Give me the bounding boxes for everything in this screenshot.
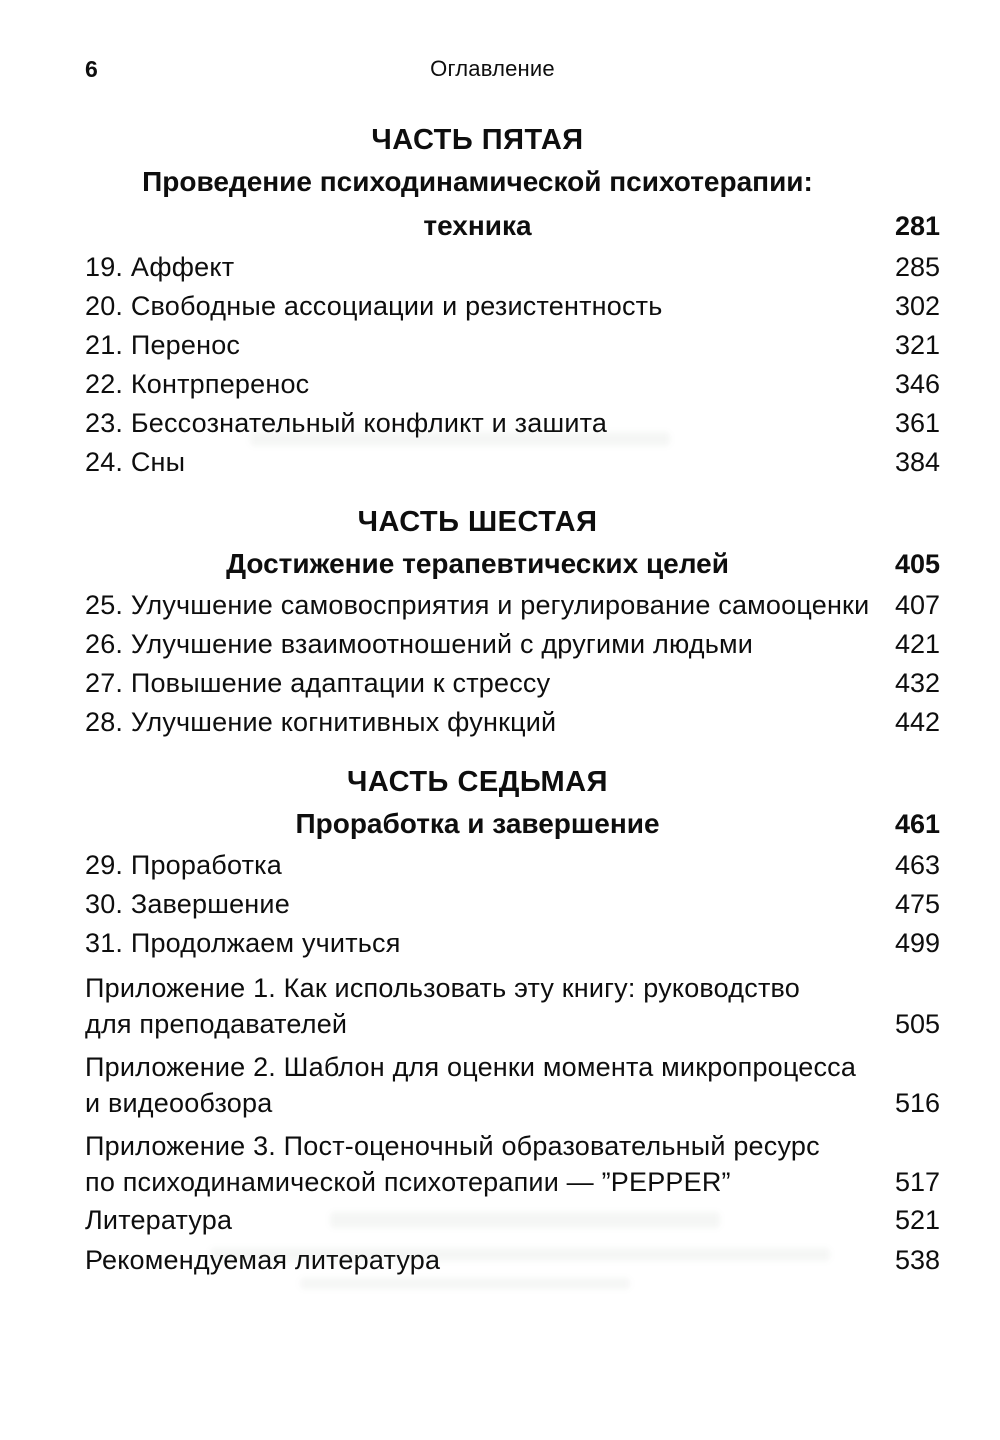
- running-head-title: Оглавление: [430, 56, 555, 81]
- toc-entry: 28. Улучшение когнитивных функций 442: [85, 703, 940, 742]
- toc-entry: 26. Улучшение взаимоотношений с другими …: [85, 625, 940, 664]
- entry-title: 23. Бессознательный конфликт и зашита: [85, 408, 608, 438]
- entry-title: 19. Аффект: [85, 252, 235, 282]
- toc-section-part-five: ЧАСТЬ ПЯТАЯ Проведение психодинамической…: [85, 120, 940, 482]
- part-subtitle: Достижение терапевтических целей: [226, 548, 729, 579]
- page-ref: 521: [894, 1205, 940, 1235]
- toc-entry: 19. Аффект 285: [85, 248, 940, 287]
- toc-section-part-six: ЧАСТЬ ШЕСТАЯ Достижение терапевтических …: [85, 502, 940, 742]
- toc-entry: 24. Сны 384: [85, 443, 940, 482]
- entry-title: 21. Перенос: [85, 330, 241, 360]
- entry-title: Приложение 1. Как использовать эту книгу…: [85, 973, 800, 1039]
- toc-entry: 20. Свободные ассоциации и резистентност…: [85, 287, 940, 326]
- entry-title: Приложение 2. Шаблон для оценки момента …: [85, 1052, 857, 1118]
- entry-title: 26. Улучшение взаимоотношений с другими …: [85, 629, 754, 659]
- page-ref: 517: [894, 1167, 940, 1197]
- part-subtitle: Проведение психодинамической психотерапи…: [142, 166, 813, 241]
- toc-entry: 31. Продолжаем учиться 499: [85, 924, 940, 963]
- page-ref: 421: [894, 629, 940, 659]
- part-subtitle: Проработка и завершение: [295, 808, 660, 839]
- toc-entry-appendix-1: Приложение 1. Как использовать эту книгу…: [85, 970, 940, 1042]
- part-subtitle-row: Проработка и завершение 461: [85, 802, 940, 846]
- page-ref: 463: [894, 850, 940, 880]
- page-ref: 475: [894, 889, 940, 919]
- toc-entry: 29. Проработка 463: [85, 846, 940, 885]
- toc-entry: 22. Контрперенос 346: [85, 365, 940, 404]
- page-ref: 461: [894, 809, 940, 839]
- page-ref: 538: [894, 1245, 940, 1275]
- toc-entry: 27. Повышение адаптации к стрессу 432: [85, 664, 940, 703]
- entry-title: 27. Повышение адаптации к стрессу: [85, 668, 551, 698]
- running-head: 6 Оглавление: [85, 56, 940, 86]
- entry-title: 20. Свободные ассоциации и резистентност…: [85, 291, 663, 321]
- entry-title: 30. Завершение: [85, 889, 290, 919]
- entry-title: Рекомендуемая литература: [85, 1245, 441, 1275]
- toc-entry: 25. Улучшение самовосприятия и регулиров…: [85, 586, 940, 625]
- page-ref: 405: [894, 549, 940, 579]
- part-heading: ЧАСТЬ ШЕСТАЯ: [357, 506, 598, 538]
- entry-title: Приложение 3. Пост-оценочный образовател…: [85, 1131, 820, 1197]
- toc-entry-recommended-literature: Рекомендуемая литература 538: [85, 1240, 940, 1280]
- entry-title: 31. Продолжаем учиться: [85, 928, 401, 958]
- toc-section-part-seven: ЧАСТЬ СЕДЬМАЯ Проработка и завершение 46…: [85, 762, 940, 963]
- page-ref: 302: [894, 291, 940, 321]
- page-ref: 499: [894, 928, 940, 958]
- page-ref: 285: [894, 252, 940, 282]
- part-heading: ЧАСТЬ СЕДЬМАЯ: [347, 766, 608, 798]
- page-ref: 321: [894, 330, 940, 360]
- page-ref: 346: [894, 369, 940, 399]
- part-subtitle-row: Достижение терапевтических целей 405: [85, 542, 940, 586]
- toc-entry: 23. Бессознательный конфликт и зашита 36…: [85, 404, 940, 443]
- toc-back-matter: Приложение 1. Как использовать эту книгу…: [85, 970, 940, 1280]
- page-ref: 407: [894, 590, 940, 620]
- entry-title: Литература: [85, 1205, 233, 1235]
- page-ref: 432: [894, 668, 940, 698]
- page-ref: 442: [894, 707, 940, 737]
- entry-title: 22. Контрперенос: [85, 369, 310, 399]
- entry-title: 28. Улучшение когнитивных функций: [85, 707, 557, 737]
- page-ref: 505: [894, 1009, 940, 1039]
- toc-entry: 30. Завершение 475: [85, 885, 940, 924]
- toc-entry: 21. Перенос 321: [85, 326, 940, 365]
- page-ref: 384: [894, 447, 940, 477]
- toc-entry-literature: Литература 521: [85, 1200, 940, 1240]
- toc-entry-appendix-3: Приложение 3. Пост-оценочный образовател…: [85, 1128, 940, 1200]
- page-ref: 516: [894, 1088, 940, 1118]
- page-ref: 281: [894, 211, 940, 241]
- toc-entry-appendix-2: Приложение 2. Шаблон для оценки момента …: [85, 1049, 940, 1121]
- part-subtitle-row: Проведение психодинамической психотерапи…: [85, 160, 940, 248]
- part-heading: ЧАСТЬ ПЯТАЯ: [371, 124, 584, 156]
- page-number: 6: [85, 56, 98, 82]
- entry-title: 24. Сны: [85, 447, 186, 477]
- entry-title: 29. Проработка: [85, 850, 282, 880]
- entry-title: 25. Улучшение самовосприятия и регулиров…: [85, 590, 870, 620]
- page-ref: 361: [894, 408, 940, 438]
